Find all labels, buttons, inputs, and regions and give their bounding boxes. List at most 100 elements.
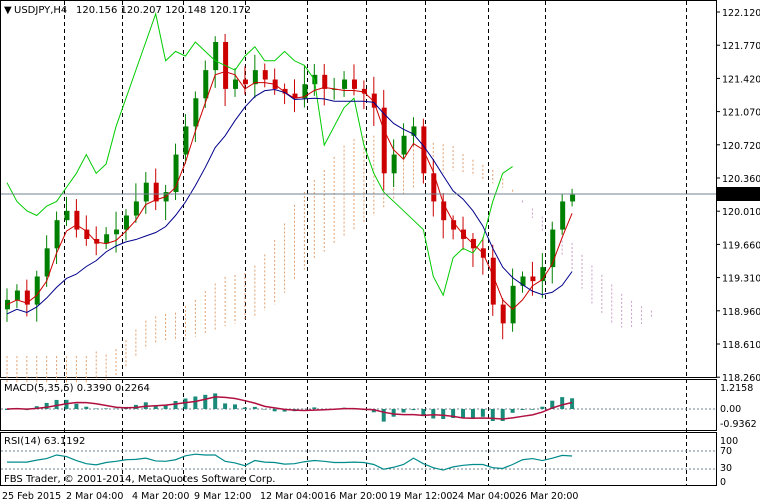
candle-body [74, 210, 80, 230]
candle-body [391, 154, 397, 174]
macd-bar [530, 409, 535, 410]
candle-body [104, 234, 110, 244]
time-axis: 25 Feb 2015 2 Mar 04:00 4 Mar 20:00 9 Mar 1… [2, 491, 578, 502]
candle-body [441, 201, 447, 221]
price-tick-label: 120.720 [722, 141, 760, 152]
time-tick-label: 16 Mar 20:00 [324, 491, 387, 502]
candle-body [183, 126, 189, 155]
candle-body [54, 220, 60, 249]
time-tick-label: 4 Mar 20:00 [132, 491, 189, 502]
time-tick-label: 19 Mar 12:00 [389, 491, 452, 502]
macd-bar [431, 409, 436, 419]
macd-bar [560, 397, 565, 409]
candle-body [351, 79, 357, 89]
tenkan-sen-line [6, 71, 573, 310]
macd-bar [203, 394, 208, 409]
candle-body [411, 126, 417, 136]
macd-bar [480, 409, 485, 417]
candle-body [530, 276, 536, 282]
rsi-panel[interactable] [0, 432, 717, 486]
macd-bar [451, 409, 456, 418]
macd-axis-zero: 0.00 [720, 404, 741, 415]
candle-body [123, 215, 129, 230]
candle-body [44, 248, 50, 277]
macd-bar [470, 409, 475, 418]
macd-bar [500, 409, 505, 421]
price-tick-label: 120.360 [722, 174, 760, 185]
rsi-axis-0: 0 [720, 477, 726, 488]
macd-signal-line [6, 396, 573, 420]
macd-bar [34, 406, 39, 409]
macd-bar [441, 409, 446, 419]
copyright-label: FBS Trader, © 2001-2014, MetaQuotes Soft… [4, 474, 275, 485]
current-price-label: 120.172 [720, 190, 759, 201]
macd-bar [401, 409, 406, 413]
macd-bar [44, 402, 49, 409]
price-tick-label: 120.010 [722, 207, 760, 218]
candle-body [520, 276, 526, 286]
time-tick-label: 12 Mar 04:00 [260, 491, 323, 502]
macd-axis-bottom: -0.9362 [720, 419, 757, 430]
macd-bar [74, 403, 79, 409]
candle-body [490, 257, 496, 305]
macd-bar [233, 404, 238, 409]
candle-body [540, 267, 546, 282]
candle-body [143, 182, 149, 202]
macd-label: MACD(5,35,5) 0.3390 0.2264 [4, 383, 150, 394]
candle-body [114, 229, 120, 235]
candle-body [342, 79, 348, 89]
chevron-down-icon[interactable]: ▼ [4, 5, 12, 16]
macd-bar [540, 406, 545, 409]
candle-body [560, 201, 566, 230]
candle-body [292, 93, 298, 99]
candle-body [401, 135, 407, 155]
macd-bar [104, 408, 109, 409]
candle-body [322, 74, 328, 89]
macd-bar [411, 409, 416, 411]
price-tick-label: 119.660 [722, 240, 760, 251]
macd-bar [570, 398, 575, 409]
macd-bar [510, 409, 515, 413]
price-tick-label: 118.260 [722, 373, 760, 384]
candle-body [14, 290, 20, 300]
macd-bar [5, 409, 9, 410]
candle-body [24, 290, 30, 305]
time-tick-label: 2 Mar 04:00 [66, 491, 123, 502]
time-tick-label: 9 Mar 12:00 [194, 491, 251, 502]
macd-bar [490, 409, 495, 421]
kijun-sen-line [6, 88, 573, 315]
macd-bar [252, 406, 257, 409]
candle-body [213, 42, 219, 71]
candle-body [500, 304, 506, 324]
candle-body [173, 154, 179, 193]
candle-body [242, 79, 248, 85]
macd-panel[interactable] [0, 379, 717, 431]
main-chart-panel[interactable] [0, 0, 717, 378]
candle-body [64, 210, 70, 221]
macd-bar [173, 401, 178, 409]
macd-bar [153, 406, 158, 409]
current-price-tag [717, 187, 760, 201]
price-tick-label: 121.420 [722, 74, 760, 85]
candle-body [282, 88, 288, 94]
candle-body [84, 229, 90, 239]
macd-bar [242, 407, 247, 409]
macd-bar [520, 409, 525, 410]
price-tick-label: 119.310 [722, 274, 760, 285]
candle-body [381, 107, 387, 174]
candle-body [153, 182, 159, 202]
macd-bar [223, 403, 228, 409]
price-tick-label: 118.960 [722, 307, 760, 318]
candle-body [133, 201, 139, 216]
candle-body [361, 88, 367, 94]
macd-bar [312, 407, 317, 409]
macd-bar [94, 408, 99, 409]
ichimoku-cloud [6, 135, 652, 385]
macd-bar [391, 409, 396, 417]
rsi-axis-100: 100 [720, 436, 738, 447]
macd-bar [421, 409, 426, 417]
macd-histogram [5, 393, 575, 422]
macd-bar [272, 409, 277, 412]
macd-bar [213, 393, 218, 409]
